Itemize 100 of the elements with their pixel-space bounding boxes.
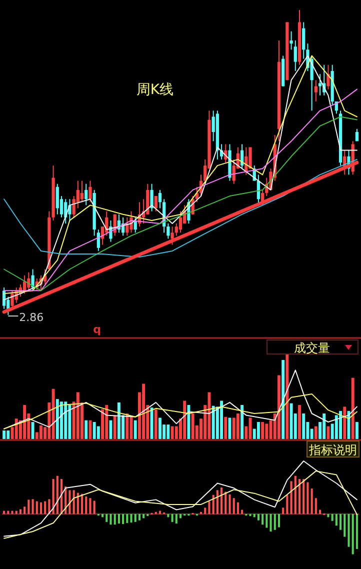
bar <box>241 510 244 514</box>
bar <box>302 414 306 439</box>
bar <box>23 405 26 439</box>
bar <box>52 388 55 439</box>
bar <box>126 414 129 439</box>
bar <box>262 514 264 525</box>
candlestick <box>178 210 182 234</box>
bar <box>80 494 84 514</box>
bar <box>270 514 272 532</box>
bar <box>85 496 88 514</box>
bar <box>314 498 317 514</box>
bar <box>187 405 190 439</box>
candlestick <box>290 30 293 50</box>
bar <box>96 426 100 439</box>
bar <box>40 425 42 439</box>
bar <box>212 494 214 514</box>
bar <box>326 426 330 439</box>
bar <box>60 402 63 439</box>
bar <box>64 402 68 439</box>
bar <box>126 514 128 524</box>
candlestick <box>355 128 359 142</box>
bar <box>290 481 292 514</box>
bar <box>257 514 260 520</box>
bar <box>310 488 313 514</box>
bar <box>7 510 10 514</box>
bar <box>32 499 34 514</box>
bar <box>142 384 146 439</box>
bar <box>114 514 116 525</box>
bar <box>236 502 239 514</box>
bar <box>15 510 18 514</box>
bar <box>2 430 6 439</box>
bar <box>278 514 280 528</box>
bar <box>335 514 338 526</box>
bar <box>236 414 240 439</box>
bar <box>118 514 120 524</box>
candlestick <box>166 223 170 240</box>
chart-title: 指标说明 <box>308 443 357 457</box>
bar <box>171 514 174 522</box>
bar <box>282 360 285 439</box>
bar <box>334 415 338 439</box>
bar <box>204 508 206 514</box>
bar <box>11 510 14 514</box>
bar <box>31 422 34 439</box>
bar <box>106 514 108 522</box>
bar <box>298 479 301 514</box>
bar <box>290 403 293 439</box>
bar <box>84 420 88 439</box>
bar <box>322 414 326 439</box>
bar <box>3 510 6 514</box>
bar <box>56 399 59 439</box>
bar <box>142 514 145 518</box>
bar <box>28 500 30 514</box>
bar <box>302 479 305 514</box>
bar <box>24 506 26 514</box>
bar <box>76 492 79 514</box>
candlestick <box>150 183 154 212</box>
bar <box>351 378 354 439</box>
bar <box>175 514 178 524</box>
bar <box>122 514 124 524</box>
bar <box>220 488 223 514</box>
bar <box>158 418 162 439</box>
bar <box>232 418 236 439</box>
bar <box>68 490 71 514</box>
bar <box>102 514 104 518</box>
bar <box>265 424 268 439</box>
bar <box>134 420 137 439</box>
candlestick <box>314 80 318 102</box>
bar <box>117 402 120 439</box>
bar <box>340 514 342 530</box>
bar <box>183 400 186 439</box>
bar <box>355 422 358 439</box>
bar <box>327 514 330 518</box>
bar <box>232 498 235 514</box>
bar <box>92 422 96 439</box>
bar <box>76 392 80 439</box>
bar <box>68 405 72 439</box>
chart-title: 成交量 <box>294 341 330 355</box>
candlestick <box>88 180 92 203</box>
bar <box>266 514 268 528</box>
bar <box>138 514 140 520</box>
bar <box>278 375 280 439</box>
candlestick <box>80 180 84 203</box>
bar <box>224 416 228 439</box>
bar <box>167 514 170 518</box>
candlestick <box>96 229 100 252</box>
bar <box>93 500 96 514</box>
candlestick <box>154 196 158 212</box>
bar <box>331 514 334 521</box>
bar <box>348 514 350 547</box>
candlestick <box>56 183 59 215</box>
candlestick <box>84 183 88 206</box>
text: 周K线 <box>136 82 174 98</box>
bar <box>282 508 284 514</box>
bar <box>72 490 75 514</box>
bar <box>224 492 227 514</box>
bar <box>191 414 194 439</box>
bar <box>286 354 289 439</box>
candlestick <box>326 64 330 90</box>
bar <box>208 392 211 439</box>
bar <box>253 514 256 518</box>
